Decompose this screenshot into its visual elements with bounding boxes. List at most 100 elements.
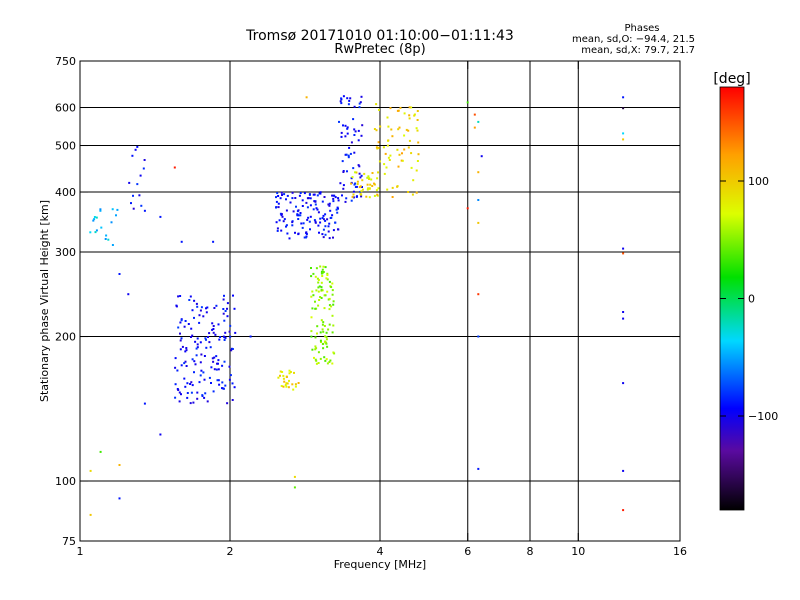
data-point <box>201 395 204 397</box>
data-point <box>341 194 343 197</box>
data-point <box>350 182 353 185</box>
data-point <box>118 273 121 275</box>
data-point <box>355 171 358 174</box>
data-point <box>320 297 323 299</box>
data-point <box>140 204 143 207</box>
data-point <box>199 361 202 364</box>
data-point <box>622 132 625 135</box>
data-point <box>320 319 323 322</box>
data-point <box>281 194 283 196</box>
data-point <box>189 295 192 298</box>
data-point <box>328 280 331 283</box>
data-point <box>305 96 308 99</box>
data-point <box>373 194 376 197</box>
data-point <box>368 187 371 190</box>
data-point <box>190 327 193 330</box>
data-point <box>355 195 358 198</box>
data-point <box>316 208 319 211</box>
data-point <box>199 341 202 344</box>
data-point <box>324 266 327 269</box>
data-point <box>307 216 310 219</box>
data-point <box>185 349 188 352</box>
data-point <box>350 177 353 180</box>
x-tick-label: 4 <box>377 545 384 558</box>
data-point <box>375 146 378 149</box>
data-point <box>321 217 324 219</box>
data-point <box>305 201 308 204</box>
data-point <box>317 279 320 281</box>
data-point <box>319 331 322 334</box>
data-point <box>311 290 314 293</box>
data-point <box>323 356 326 359</box>
data-point <box>185 347 188 349</box>
data-point <box>159 433 162 436</box>
data-point <box>337 207 339 210</box>
data-point <box>326 274 329 276</box>
data-point <box>205 346 208 349</box>
data-point <box>322 228 325 231</box>
data-point <box>332 229 335 232</box>
data-point <box>313 200 316 203</box>
data-point <box>376 147 379 150</box>
data-point <box>415 169 418 172</box>
data-point <box>382 146 385 149</box>
y-tick-label: 750 <box>55 55 76 68</box>
data-point <box>397 128 400 131</box>
data-point <box>216 379 219 382</box>
data-point <box>280 229 283 232</box>
data-point <box>283 380 286 383</box>
data-point <box>203 396 206 399</box>
data-point <box>354 186 357 188</box>
data-point <box>188 299 191 301</box>
data-point <box>285 209 288 212</box>
data-point <box>217 362 219 365</box>
x-tick-label: 1 <box>77 545 84 558</box>
data-point <box>130 202 132 205</box>
data-point <box>361 179 364 182</box>
data-points <box>89 95 625 516</box>
data-point <box>218 383 221 386</box>
data-point <box>321 200 324 203</box>
data-point <box>190 336 192 338</box>
data-point <box>282 220 285 223</box>
data-point <box>466 101 469 104</box>
data-point <box>338 120 340 123</box>
data-point <box>352 190 355 193</box>
data-point <box>622 469 625 472</box>
data-point <box>360 95 363 98</box>
data-point <box>294 231 296 234</box>
data-point <box>231 348 234 350</box>
data-point <box>184 320 187 322</box>
data-point <box>346 97 349 100</box>
data-point <box>99 208 102 211</box>
data-point <box>408 139 411 142</box>
data-point <box>187 323 190 325</box>
data-point <box>291 221 294 224</box>
data-point <box>194 363 197 366</box>
data-point <box>353 105 356 108</box>
data-point <box>179 348 182 351</box>
data-point <box>622 509 625 512</box>
data-point <box>314 307 317 310</box>
data-point <box>326 218 329 221</box>
data-point <box>310 275 313 278</box>
data-point <box>284 384 287 386</box>
data-point <box>178 400 181 403</box>
data-point <box>396 148 399 151</box>
data-point <box>407 129 410 132</box>
data-point <box>328 323 331 326</box>
data-point <box>622 96 625 99</box>
chart-subtitle: RwPretec (8p) <box>334 42 425 57</box>
y-tick-label: 100 <box>55 475 76 488</box>
data-point <box>229 335 232 338</box>
data-point <box>332 303 335 306</box>
data-point <box>334 221 337 224</box>
data-point <box>356 183 359 185</box>
data-point <box>353 151 356 154</box>
data-point <box>330 286 333 288</box>
data-point <box>337 199 340 202</box>
data-point <box>231 399 234 401</box>
data-point <box>314 220 317 223</box>
data-point <box>297 218 300 220</box>
data-point <box>319 265 322 268</box>
